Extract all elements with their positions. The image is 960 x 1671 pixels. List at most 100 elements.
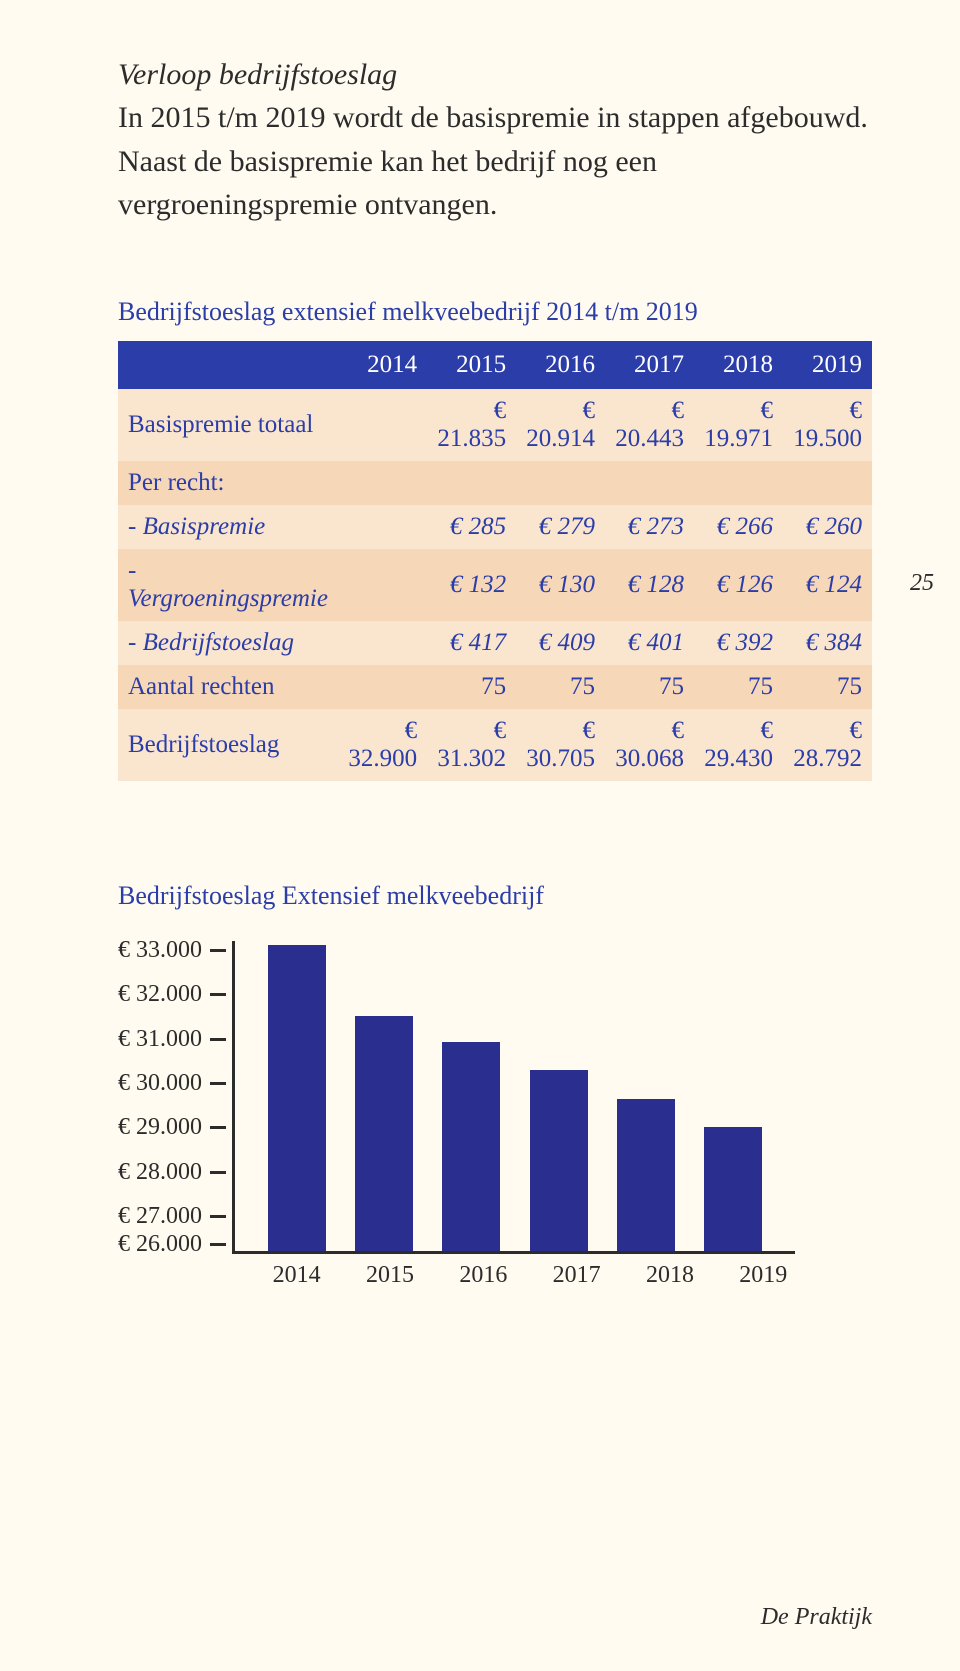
table-row: - Basispremie € 285€ 279€ 273€ 266€ 260 (118, 505, 872, 549)
bar (355, 1016, 413, 1251)
table-cell: € 266 (694, 505, 783, 549)
table-cell: Aantal rechten (118, 665, 338, 709)
table-cell: - Bedrijfstoeslag (118, 621, 338, 665)
table-cell: € 30.068 (605, 709, 694, 781)
table-cell: € 126 (694, 549, 783, 621)
table-cell (783, 461, 872, 505)
table-cell: € 409 (516, 621, 605, 665)
table-title: Bedrijfstoeslag extensief melkveebedrijf… (118, 297, 872, 327)
table-cell: € 279 (516, 505, 605, 549)
table-cell: € 260 (783, 505, 872, 549)
x-tick-label: 2017 (530, 1262, 623, 1289)
table-row: - Bedrijfstoeslag € 417€ 409€ 401€ 392€ 3… (118, 621, 872, 665)
page-number: 25 (910, 570, 934, 597)
bar-slot (428, 1042, 515, 1250)
table-cell: - Vergroeningspremie (118, 549, 338, 621)
table-header-cell: 2015 (427, 341, 516, 389)
x-tick-label: 2018 (623, 1262, 716, 1289)
table-cell: € 32.900 (338, 709, 427, 781)
x-tick-label: 2016 (437, 1262, 530, 1289)
table-row: - Vergroeningspremie € 132€ 130€ 128€ 126… (118, 549, 872, 621)
table-header-row: 201420152016201720182019 (118, 341, 872, 389)
table-cell: € 417 (427, 621, 516, 665)
chart-x-axis-labels: 201420152016201720182019 (232, 1254, 828, 1289)
table-cell: € 30.705 (516, 709, 605, 781)
table-header-cell: 2017 (605, 341, 694, 389)
bar (704, 1127, 762, 1251)
table-cell: 75 (694, 665, 783, 709)
chart-plot-area (232, 941, 795, 1254)
table-cell: € 19.500 (783, 389, 872, 461)
table-row: Per recht: (118, 461, 872, 505)
y-tick-label: € 28.000 (118, 1150, 232, 1194)
x-tick-label: 2015 (343, 1262, 436, 1289)
table-cell: 75 (605, 665, 694, 709)
table-row: Aantal rechten7575757575 (118, 665, 872, 709)
bar (442, 1042, 500, 1250)
table-cell: € 128 (605, 549, 694, 621)
x-tick-label: 2019 (717, 1262, 810, 1289)
table-header-cell: 2014 (338, 341, 427, 389)
table-cell: € 28.792 (783, 709, 872, 781)
table-cell: € 401 (605, 621, 694, 665)
table-cell: Basispremie totaal (118, 389, 338, 461)
bar-chart: € 33.000€ 32.000€ 31.000€ 30.000€ 29.000… (118, 941, 872, 1289)
table-cell: € 29.430 (694, 709, 783, 781)
y-tick-label: € 30.000 (118, 1061, 232, 1105)
bar-slot (340, 1016, 427, 1251)
table-cell: € 20.914 (516, 389, 605, 461)
y-tick-label: € 31.000 (118, 1017, 232, 1061)
section-heading: Verloop bedrijfstoeslag (118, 58, 872, 92)
table-cell: 75 (516, 665, 605, 709)
table-cell: - Basispremie (118, 505, 338, 549)
table-cell: € 392 (694, 621, 783, 665)
y-tick-label: € 32.000 (118, 973, 232, 1017)
table-cell (516, 461, 605, 505)
table-cell (694, 461, 783, 505)
table-cell (605, 461, 694, 505)
table-cell (427, 461, 516, 505)
table-cell: € 384 (783, 621, 872, 665)
y-tick-label: € 33.000 (118, 929, 232, 973)
table-header-cell: 2016 (516, 341, 605, 389)
chart-title: Bedrijfstoeslag Extensief melkveebedrijf (118, 881, 872, 911)
table-cell (338, 461, 427, 505)
table-row: Bedrijfstoeslag€ 32.900€ 31.302€ 30.705€… (118, 709, 872, 781)
table-cell: € 273 (605, 505, 694, 549)
bar (617, 1099, 675, 1251)
table-cell: € 19.971 (694, 389, 783, 461)
data-table: 201420152016201720182019 Basispremie tot… (118, 341, 872, 781)
table-body: Basispremie totaal€ 21.835€ 20.914€ 20.4… (118, 389, 872, 781)
x-tick-label: 2014 (250, 1262, 343, 1289)
table-cell: 75 (427, 665, 516, 709)
table-cell: € 124 (783, 549, 872, 621)
table-header-cell (118, 341, 338, 389)
table-cell (338, 549, 427, 621)
intro-paragraph: In 2015 t/m 2019 wordt de basispremie in… (118, 96, 872, 227)
table-cell: Per recht: (118, 461, 338, 505)
table-header-cell: 2018 (694, 341, 783, 389)
table-cell: € 20.443 (605, 389, 694, 461)
bar-slot (602, 1099, 689, 1251)
bar (268, 945, 326, 1251)
table-cell: Bedrijfstoeslag (118, 709, 338, 781)
chart-bars (235, 941, 795, 1251)
y-tick-label: € 29.000 (118, 1106, 232, 1150)
bar-slot (690, 1127, 777, 1251)
table-cell (338, 621, 427, 665)
bar (530, 1070, 588, 1250)
table-cell (338, 389, 427, 461)
y-tick-label: € 26.000 (118, 1238, 232, 1250)
table-head: 201420152016201720182019 (118, 341, 872, 389)
table-cell: € 132 (427, 549, 516, 621)
table-cell: € 285 (427, 505, 516, 549)
table-cell: € 130 (516, 549, 605, 621)
table-cell: 75 (783, 665, 872, 709)
page-footer: De Praktijk (761, 1604, 872, 1631)
table-cell (338, 665, 427, 709)
chart-y-axis-labels: € 33.000€ 32.000€ 31.000€ 30.000€ 29.000… (118, 941, 232, 1251)
table-row: Basispremie totaal€ 21.835€ 20.914€ 20.4… (118, 389, 872, 461)
table-cell (338, 505, 427, 549)
chart-plot-column: 201420152016201720182019 (232, 941, 828, 1289)
table-header-cell: 2019 (783, 341, 872, 389)
